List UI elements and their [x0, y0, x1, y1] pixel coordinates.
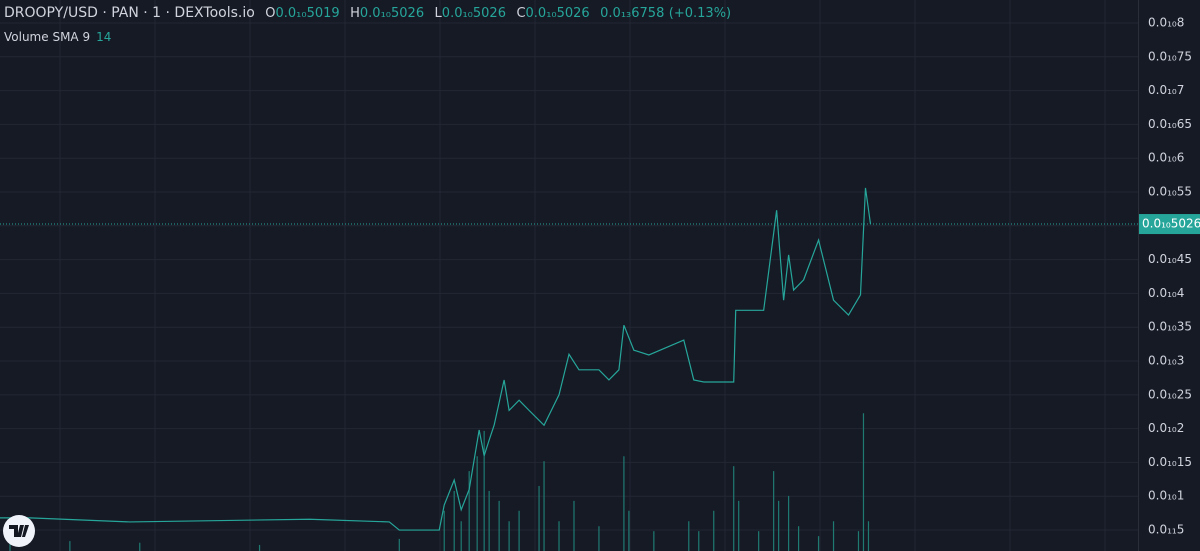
volume-bar: [476, 456, 478, 551]
volume-bar: [628, 510, 630, 551]
volume-bar: [817, 536, 820, 551]
y-tick-label: 0.0₁₀4: [1148, 286, 1184, 300]
ohlc-value: 0.0₁₀5019: [275, 6, 340, 21]
y-tick-label: 0.0₁₀1: [1148, 489, 1184, 503]
ohlc-value: 0.0₁₀5026: [441, 6, 506, 21]
ohlc-value: 0.0₁₀5026: [359, 6, 425, 21]
symbol-title: DROOPY/USD · PAN · 1 · DEXTools.io: [4, 5, 255, 21]
y-tick-label: 0.0₁₀75: [1148, 49, 1192, 63]
last-price-label: 0.0₁₀5026: [1142, 217, 1200, 231]
volume-bar: [758, 531, 760, 551]
volume-bar: [488, 490, 490, 551]
ohlc-key: C: [516, 6, 526, 21]
volume-bar: [508, 521, 510, 551]
volume-bar: [867, 521, 870, 551]
y-tick-label: 0.0₁₀55: [1148, 185, 1192, 199]
volume-bar: [862, 413, 865, 551]
y-tick-label: 0.0₁₀6: [1148, 151, 1184, 165]
volume-bar: [573, 500, 575, 551]
volume-bar: [498, 500, 500, 551]
y-tick-label: 0.0₁₀15: [1148, 455, 1192, 469]
volume-bar: [688, 521, 690, 551]
volume-bar: [698, 531, 700, 551]
volume-bar: [558, 521, 560, 551]
y-tick-label: 0.0₁₀25: [1148, 387, 1192, 401]
volume-bar: [738, 500, 740, 551]
volume-bar: [832, 521, 835, 551]
indicator-legend: Volume SMA 9 14: [4, 30, 111, 44]
indicator-value: 14: [96, 30, 112, 44]
y-tick-label: 0.0₁₀35: [1148, 320, 1192, 334]
y-tick-label: 0.0₁₀7: [1148, 83, 1184, 97]
ohlc-value: 0.0₁₀5026: [525, 6, 590, 21]
price-line: [0, 187, 872, 531]
volume-bar: [443, 510, 445, 551]
volume-bar: [69, 541, 71, 551]
indicator-name: Volume SMA 9: [4, 30, 91, 44]
volume-bar: [653, 531, 655, 551]
y-tick-label: 0.0₁₁5: [1148, 523, 1184, 537]
last-price-box: [1139, 214, 1200, 235]
ohlc-key: H: [350, 6, 360, 21]
price-axis-area: [1138, 0, 1200, 551]
y-tick-label: 0.0₁₀8: [1148, 15, 1184, 29]
ohlc-key: L: [434, 6, 442, 21]
volume-bar: [598, 526, 600, 551]
ohlc-key: O: [265, 6, 276, 21]
volume-bar: [623, 456, 625, 551]
change: 0.0₁₃6758: [600, 6, 665, 21]
y-tick-label: 0.0₁₀2: [1148, 421, 1184, 435]
volume-bar: [460, 521, 462, 551]
volume-bar: [538, 485, 540, 551]
volume-bar: [543, 461, 545, 551]
volume-bar: [857, 531, 860, 551]
volume-bar: [778, 500, 780, 551]
volume-bar: [788, 495, 790, 551]
volume-bar: [483, 430, 485, 551]
volume-bar: [139, 542, 141, 551]
volume-bar: [773, 471, 775, 551]
logo: [3, 515, 35, 547]
volume-bar: [468, 471, 470, 551]
volume-bar: [518, 510, 520, 551]
volume-bar: [733, 466, 735, 551]
volume-bar: [453, 490, 455, 551]
volume-bar: [797, 526, 800, 551]
legend: DROOPY/USD · PAN · 1 · DEXTools.io O0.0₁…: [4, 5, 731, 21]
y-tick-label: 0.0₁₀45: [1148, 252, 1192, 266]
change-pct: (+0.13%): [668, 6, 732, 21]
y-tick-label: 0.0₁₀3: [1148, 354, 1184, 368]
volume-bar: [258, 544, 261, 551]
volume-bar: [398, 538, 400, 551]
y-tick-label: 0.0₁₀65: [1148, 117, 1192, 131]
volume-bar: [713, 510, 715, 551]
